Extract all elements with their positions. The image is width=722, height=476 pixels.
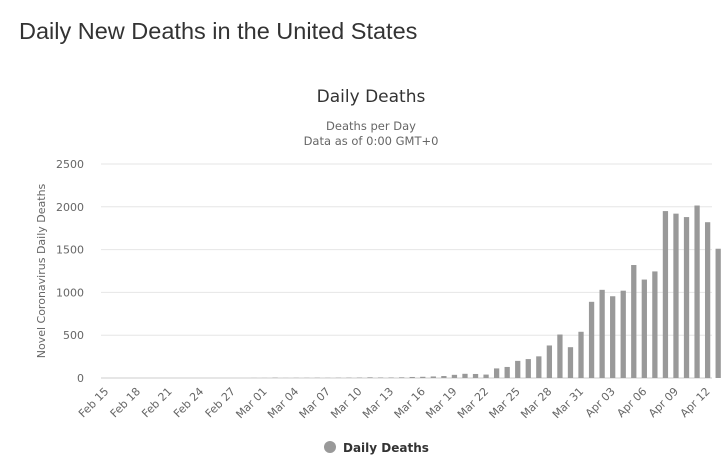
bar: [694, 205, 700, 378]
bar: [367, 377, 373, 378]
x-tick-label: Mar 28: [518, 385, 554, 421]
x-tick-label: Mar 16: [392, 385, 428, 421]
x-tick-label: Mar 25: [487, 385, 523, 421]
bar: [388, 377, 394, 378]
bar-series: [251, 205, 721, 378]
bar: [704, 222, 711, 378]
bar: [620, 290, 626, 378]
chart-subtitle-line-1: Deaths per Day: [326, 119, 416, 133]
y-tick-label: 500: [63, 329, 84, 342]
legend[interactable]: Daily Deaths: [324, 441, 429, 455]
x-tick-label: Feb 21: [139, 385, 174, 420]
y-axis-ticks: 0 500 1000 1500 2000 2500: [56, 158, 84, 385]
x-tick-label: Mar 04: [265, 385, 301, 421]
bar: [715, 248, 721, 378]
bar: [515, 360, 521, 378]
x-tick-label: Mar 19: [423, 385, 459, 421]
y-axis-label: Novel Coronavirus Daily Deaths: [35, 183, 48, 358]
bar: [462, 373, 468, 378]
bar: [557, 334, 563, 378]
bar: [430, 376, 436, 378]
y-tick-label: 1500: [56, 244, 84, 257]
x-tick-label: Mar 13: [360, 385, 396, 421]
bar: [631, 265, 637, 378]
bar: [441, 376, 447, 378]
bar: [399, 377, 405, 378]
x-tick-label: Feb 15: [76, 385, 111, 420]
bar: [588, 301, 595, 378]
y-tick-label: 2000: [56, 201, 84, 214]
bar: [673, 213, 679, 378]
x-tick-label: Mar 22: [455, 385, 491, 421]
bar: [504, 366, 510, 378]
x-tick-label: Mar 10: [328, 385, 364, 421]
bar: [578, 331, 584, 378]
x-tick-label: Feb 18: [108, 385, 143, 420]
bar: [536, 356, 542, 378]
x-tick-label: Apr 09: [646, 385, 681, 420]
x-tick-label: Apr 06: [614, 385, 649, 420]
x-tick-label: Feb 24: [171, 385, 206, 420]
bar: [451, 374, 458, 378]
bar: [652, 271, 658, 378]
x-tick-label: Mar 01: [233, 385, 269, 421]
x-tick-label: Mar 31: [550, 385, 586, 421]
y-tick-label: 1000: [56, 286, 84, 299]
page-heading: Daily New Deaths in the United States: [19, 18, 418, 44]
chart-title: Daily Deaths: [317, 87, 426, 107]
bar: [683, 217, 690, 378]
x-tick-label: Feb 27: [203, 385, 238, 420]
x-tick-label: Apr 12: [678, 385, 713, 420]
bar: [420, 376, 426, 378]
x-tick-label: Apr 03: [583, 385, 618, 420]
bar: [483, 374, 489, 378]
legend-label: Daily Deaths: [343, 441, 429, 455]
bar: [493, 368, 500, 378]
bar: [641, 279, 647, 378]
bar: [525, 359, 531, 378]
grid-lines: [101, 163, 712, 379]
bar: [409, 376, 415, 378]
legend-marker: [324, 441, 336, 453]
bar: [377, 377, 384, 378]
y-tick-label: 2500: [56, 158, 84, 171]
bar: [599, 289, 605, 378]
x-tick-label: Mar 07: [297, 385, 333, 421]
y-tick-label: 0: [77, 372, 84, 385]
bar: [662, 211, 669, 378]
bar: [472, 373, 479, 378]
chart-subtitle-line-2: Data as of 0:00 GMT+0: [304, 134, 439, 148]
bar: [546, 345, 553, 378]
bar: [567, 347, 574, 378]
bar: [610, 296, 616, 378]
